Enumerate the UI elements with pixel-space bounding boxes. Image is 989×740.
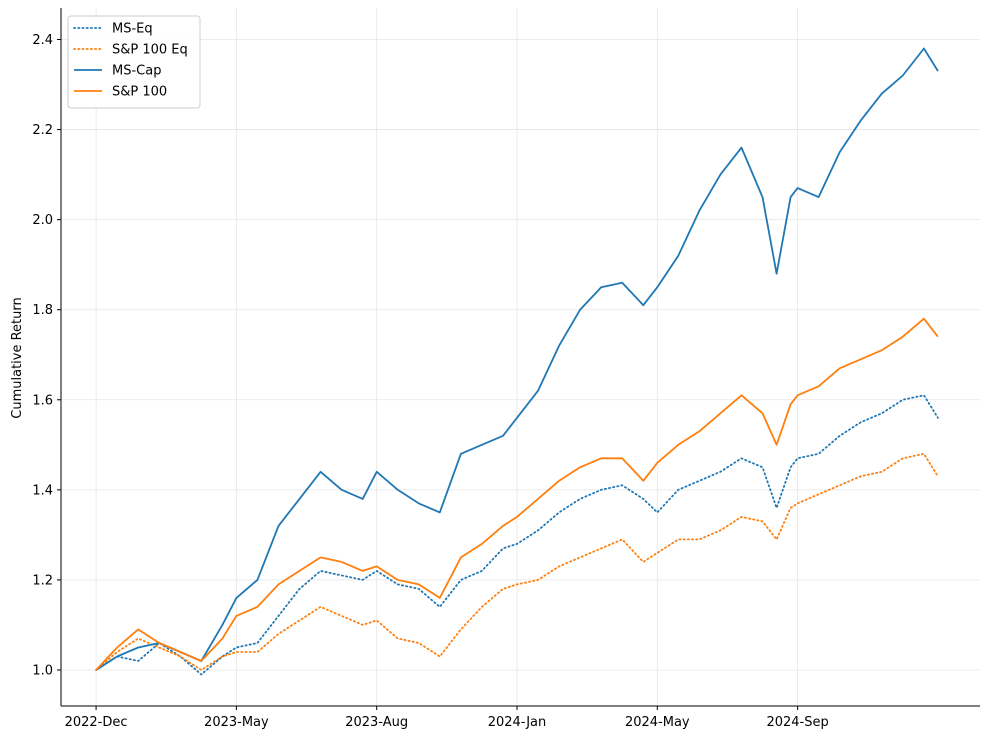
- legend-box: [67, 15, 201, 109]
- y-tick-label: 2.2: [32, 123, 53, 138]
- x-tick-label: 2024-May: [625, 715, 690, 730]
- grid: [61, 8, 980, 706]
- series-line-s-p-100: [95, 317, 939, 671]
- y-tick-label: 1.4: [32, 483, 53, 498]
- y-tick-label: 2.4: [32, 33, 53, 48]
- y-ticks: 1.0 1.2 1.4 1.6 1.8 2.0 2.2 2.4: [32, 33, 61, 678]
- x-tick-label: 2023-Aug: [345, 715, 408, 730]
- y-tick-label: 1.0: [32, 663, 53, 678]
- series-layer: [95, 47, 939, 676]
- axes: [60, 8, 980, 707]
- x-tick-label: 2024-Jan: [488, 715, 547, 730]
- y-axis-label: Cumulative Return: [10, 297, 25, 418]
- legend-label: MS-Eq: [112, 22, 153, 37]
- x-tick-label: 2024-Sep: [766, 715, 828, 730]
- legend-label: S&P 100 Eq: [112, 43, 188, 58]
- series-line-ms-eq: [95, 394, 939, 676]
- y-tick-label: 2.0: [32, 213, 53, 228]
- y-tick-label: 1.2: [32, 573, 53, 588]
- legend-label: MS-Cap: [112, 64, 161, 79]
- x-ticks: 2022-Dec 2023-May 2023-Aug 2024-Jan 2024-May…: [65, 706, 829, 730]
- y-tick-label: 1.6: [32, 393, 53, 408]
- series-line-ms-cap: [95, 47, 939, 671]
- legend-label: S&P 100: [112, 85, 167, 100]
- legend: MS-Eq S&P 100 Eq MS-Cap S&P 100: [67, 15, 201, 109]
- x-tick-label: 2022-Dec: [65, 715, 128, 730]
- x-tick-label: 2023-May: [204, 715, 269, 730]
- y-tick-label: 1.8: [32, 303, 53, 318]
